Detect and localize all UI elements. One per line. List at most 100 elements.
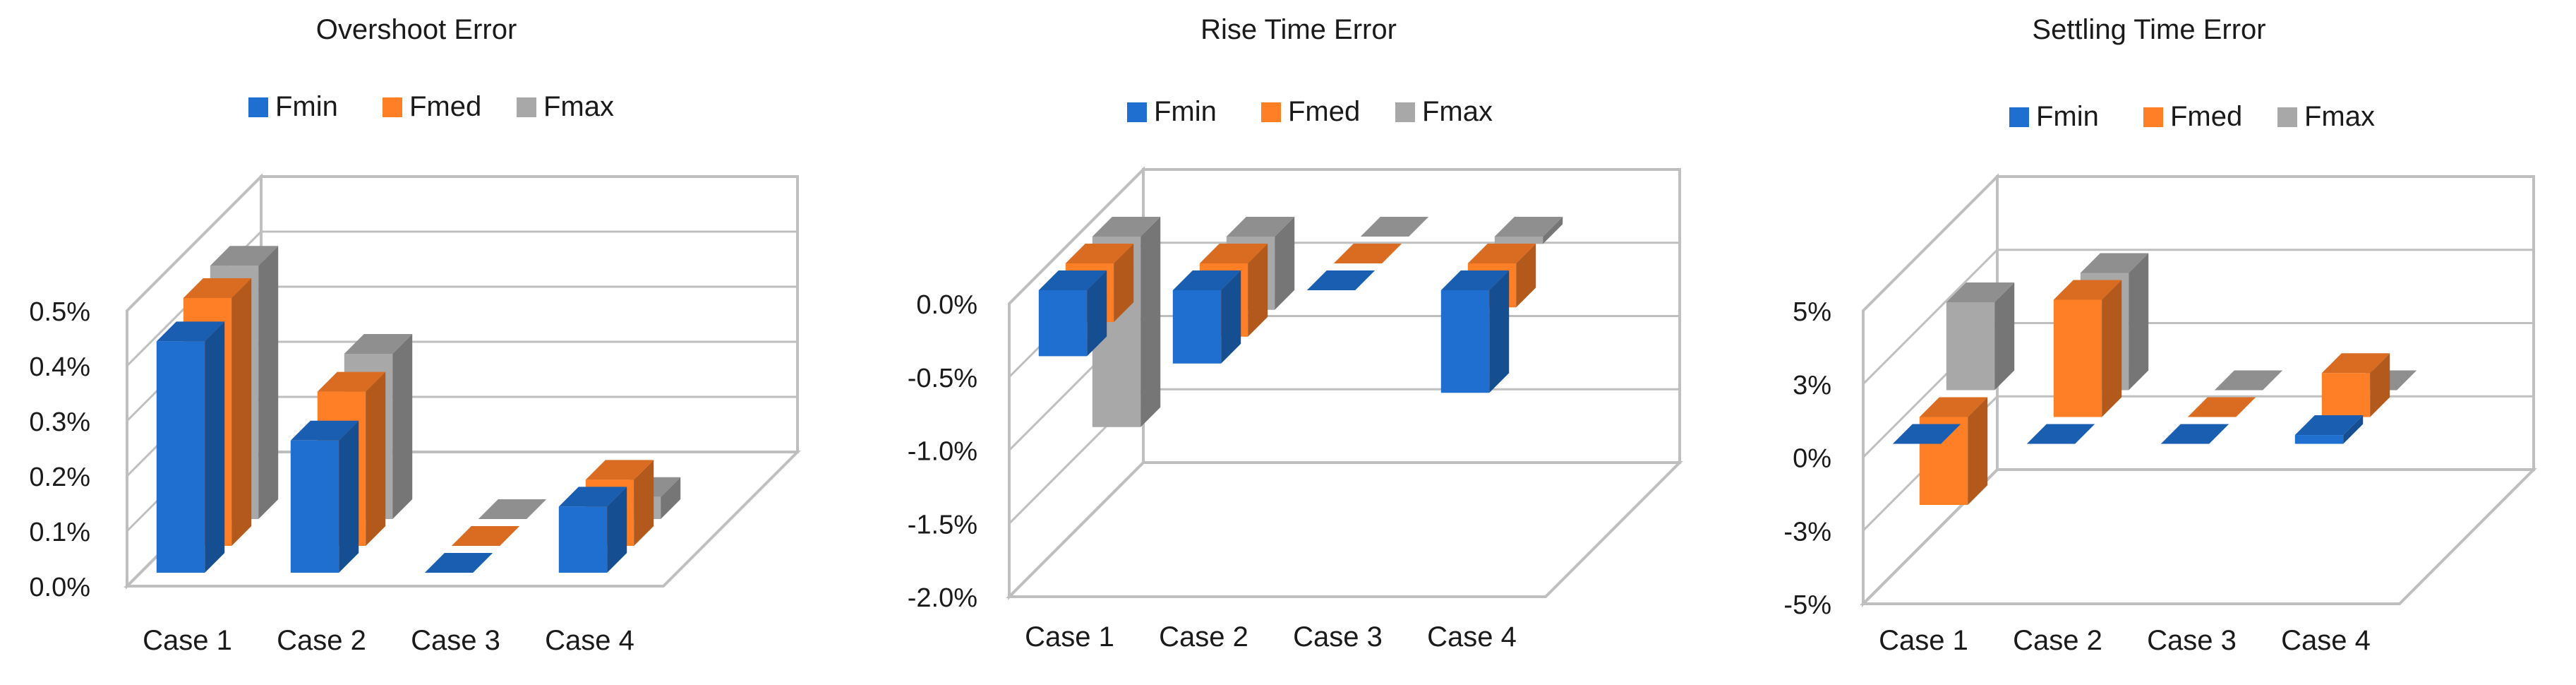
gridline bbox=[1862, 468, 2534, 605]
category-label: Case 4 bbox=[1427, 621, 1517, 653]
bar-top bbox=[344, 334, 413, 354]
bar-top bbox=[317, 371, 386, 392]
bar-top bbox=[2053, 280, 2122, 300]
bar-front bbox=[1038, 290, 1088, 357]
bar-side bbox=[1114, 244, 1134, 322]
y-tick-label: 0.5% bbox=[29, 297, 90, 327]
category-label: Case 4 bbox=[545, 625, 634, 656]
bar-front bbox=[558, 506, 608, 573]
bar-top bbox=[1306, 270, 1376, 290]
bar-side bbox=[1994, 282, 2015, 391]
bar-top bbox=[585, 460, 654, 480]
y-tick-label: -2.0% bbox=[908, 583, 977, 613]
bar-side bbox=[1248, 244, 1268, 337]
legend-label-fmax: Fmax bbox=[543, 91, 614, 122]
bar-fmin-3 bbox=[2160, 424, 2229, 444]
bar-top bbox=[1360, 217, 1429, 237]
bar-front bbox=[156, 341, 205, 573]
gridline bbox=[126, 175, 798, 312]
legend-swatch-fmin bbox=[1127, 102, 1147, 122]
bar-top bbox=[1333, 244, 1402, 263]
y-tick-label: 0.3% bbox=[29, 407, 90, 437]
legend-label-fmin: Fmin bbox=[275, 91, 338, 122]
bar-side bbox=[1489, 270, 1510, 393]
y-tick-label: 0.0% bbox=[29, 573, 90, 602]
bar-fmin-3 bbox=[424, 553, 493, 573]
bar-top bbox=[1199, 244, 1268, 263]
y-tick-label: 0.0% bbox=[916, 290, 977, 320]
y-tick-label: 5% bbox=[1793, 297, 1831, 327]
bar-top bbox=[1494, 217, 1563, 237]
bar-side bbox=[1087, 270, 1107, 357]
bar-top bbox=[1440, 270, 1510, 290]
bar-fmed-1 bbox=[1919, 397, 1988, 505]
bar-side bbox=[2129, 253, 2149, 391]
legend-swatch-fmin bbox=[248, 97, 268, 117]
bar-side bbox=[607, 487, 627, 573]
bar-top bbox=[156, 321, 225, 342]
y-tick-label: 3% bbox=[1793, 371, 1831, 400]
bar-front bbox=[1946, 302, 1995, 391]
bar-top bbox=[2026, 424, 2095, 444]
y-tick-label: 0% bbox=[1793, 444, 1831, 474]
legend-label-fmed: Fmed bbox=[2170, 101, 2242, 132]
gridline bbox=[126, 230, 798, 367]
legend-label-fmin: Fmin bbox=[1154, 96, 1217, 127]
bar-fmed-3 bbox=[451, 526, 520, 546]
bar-fmax-4 bbox=[1494, 217, 1563, 244]
bar-side bbox=[1140, 217, 1161, 427]
bar-top bbox=[1892, 424, 1961, 444]
y-tick-label: -5% bbox=[1783, 590, 1831, 620]
bar-front bbox=[1172, 290, 1222, 364]
bar-top bbox=[2187, 397, 2256, 417]
bar-side bbox=[2102, 280, 2122, 417]
chart-panel-2: Rise Time Error Fmin Fmed Fmax -2.0% -1.5% -1.… bbox=[908, 14, 1683, 653]
bar-side bbox=[661, 477, 681, 519]
bar-fmax-1 bbox=[1946, 282, 2015, 391]
legend-label-fmax: Fmax bbox=[1422, 96, 1493, 127]
bar-top bbox=[290, 420, 359, 441]
bar-fmed-2 bbox=[2053, 280, 2122, 417]
bar-front bbox=[2321, 373, 2371, 417]
gridline bbox=[1862, 175, 2534, 312]
gridline bbox=[1008, 461, 1680, 598]
gridline bbox=[1008, 168, 1680, 305]
bar-side bbox=[1275, 217, 1295, 310]
bar-front bbox=[2053, 299, 2102, 417]
legend-label-fmax: Fmax bbox=[2304, 101, 2375, 132]
bar-top bbox=[478, 499, 547, 519]
bar-fmed-3 bbox=[1333, 244, 1402, 263]
bar-top bbox=[424, 553, 493, 573]
bar-fmin-1 bbox=[1892, 424, 1961, 444]
bar-side bbox=[258, 246, 279, 519]
bar-top bbox=[2294, 415, 2364, 435]
y-tick-label: 0.1% bbox=[29, 518, 90, 547]
bar-side bbox=[1221, 270, 1241, 364]
bar-side bbox=[339, 420, 359, 573]
bar-top bbox=[1467, 244, 1536, 263]
chart-panel-3: Settling Time Error Fmin Fmed Fmax -5% -3% 0% 3… bbox=[1783, 14, 2537, 656]
bar-fmin-2 bbox=[1172, 270, 1241, 364]
bar-fmax-3 bbox=[1360, 217, 1429, 237]
bar-front bbox=[1440, 290, 1490, 393]
bar-top bbox=[1172, 270, 1241, 290]
category-label: Case 1 bbox=[1879, 625, 1968, 656]
bar-side bbox=[1516, 244, 1536, 308]
category-label: Case 3 bbox=[1293, 621, 1383, 653]
bar-top bbox=[210, 246, 279, 266]
bar-top bbox=[2214, 370, 2283, 391]
bar-fmin-3 bbox=[1306, 270, 1376, 290]
bar-side bbox=[634, 460, 654, 546]
legend-swatch-fmax bbox=[517, 97, 536, 117]
bar-top bbox=[1946, 282, 2015, 302]
bar-fmin-4 bbox=[1440, 270, 1510, 393]
gridline bbox=[1862, 249, 2534, 385]
category-label: Case 2 bbox=[2013, 625, 2102, 656]
bar-front bbox=[2294, 435, 2344, 444]
bar-top bbox=[1065, 244, 1134, 263]
bar-side bbox=[392, 334, 413, 519]
bar-top bbox=[1919, 397, 1988, 417]
bar-fmin-2 bbox=[290, 420, 359, 573]
bar-fmin-1 bbox=[1038, 270, 1107, 357]
floor bbox=[1006, 461, 1683, 598]
